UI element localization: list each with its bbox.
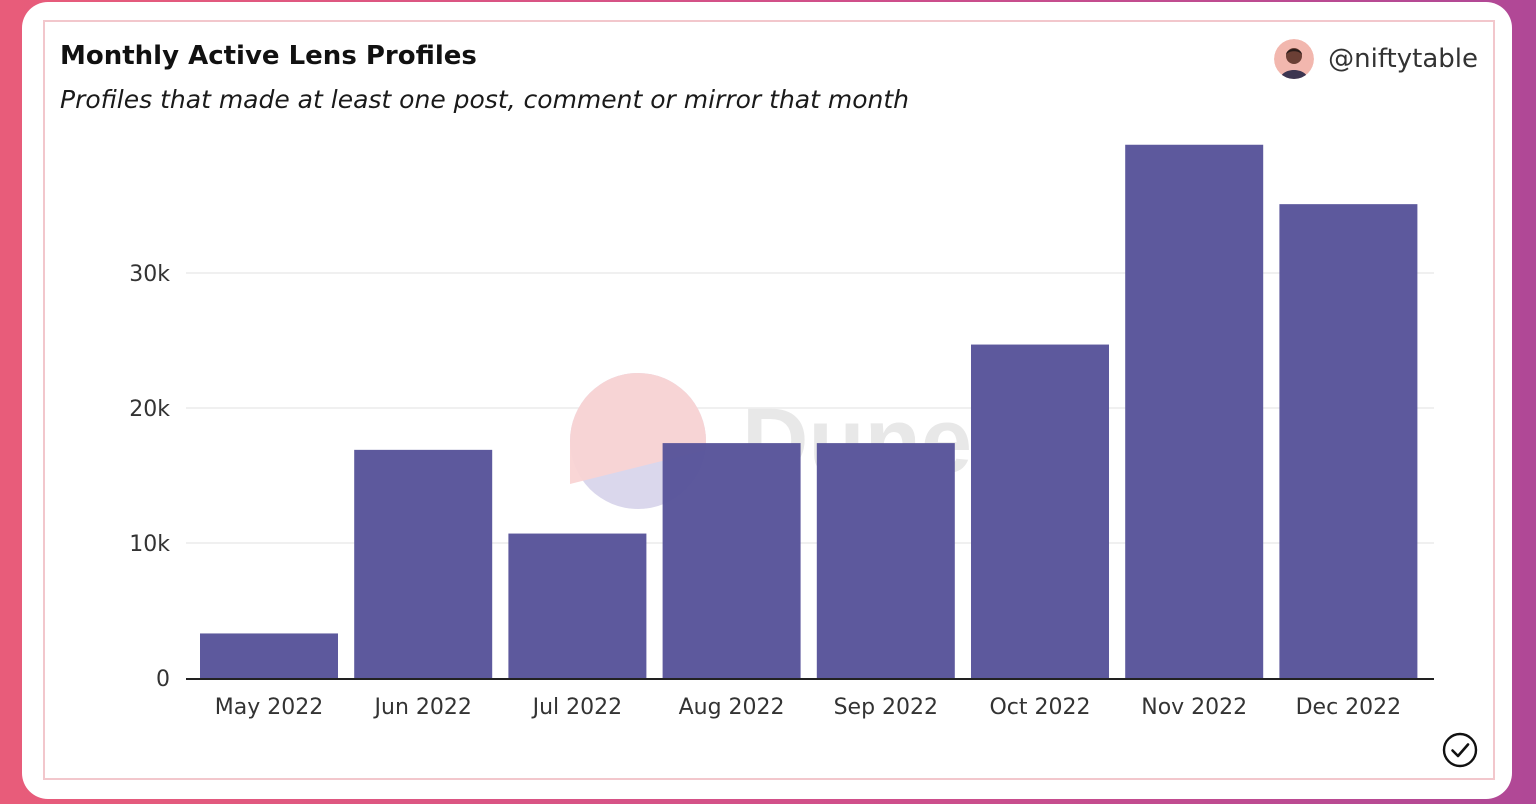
check-circle-icon[interactable] (1441, 731, 1479, 769)
x-tick-label: Dec 2022 (1296, 695, 1402, 720)
bar-aug-2022[interactable] (662, 443, 801, 678)
bar-nov-2022[interactable] (1125, 144, 1264, 678)
bars (200, 144, 1418, 678)
x-axis-tick-labels: May 2022 Jun 2022 Jul 2022 Aug 2022 Sep 2022… (215, 695, 1401, 720)
avatar[interactable] (1274, 39, 1315, 79)
card-border (43, 20, 1495, 780)
bar-may-2022[interactable] (200, 633, 338, 678)
y-tick-label: 0 (156, 667, 170, 692)
chart-subtitle: Profiles that made at least one post, co… (60, 85, 909, 114)
x-tick-label: Jun 2022 (373, 695, 472, 720)
y-tick-label: 20k (129, 397, 170, 422)
y-tick-label: 30k (129, 262, 170, 287)
x-tick-label: Nov 2022 (1141, 695, 1247, 720)
avatar-icon (1274, 39, 1315, 79)
bar-oct-2022[interactable] (971, 344, 1109, 678)
x-tick-label: Aug 2022 (679, 695, 785, 720)
y-tick-label: 10k (129, 532, 170, 557)
bar-dec-2022[interactable] (1279, 204, 1418, 678)
x-tick-label: Oct 2022 (989, 695, 1090, 720)
chart-card: Monthly Active Lens Profiles Profiles th… (22, 2, 1512, 799)
x-tick-label: May 2022 (215, 695, 323, 720)
x-tick-label: Sep 2022 (834, 695, 938, 720)
chart-title: Monthly Active Lens Profiles (60, 41, 477, 71)
author-badge[interactable]: @niftytable (1274, 39, 1478, 79)
author-name[interactable]: @niftytable (1328, 44, 1478, 74)
bar-sep-2022[interactable] (816, 443, 955, 678)
x-tick-label: Jul 2022 (531, 695, 623, 720)
bar-jun-2022[interactable] (354, 449, 493, 678)
y-axis-tick-labels: 0 10k 20k 30k (129, 262, 170, 692)
bar-jul-2022[interactable] (508, 533, 647, 678)
